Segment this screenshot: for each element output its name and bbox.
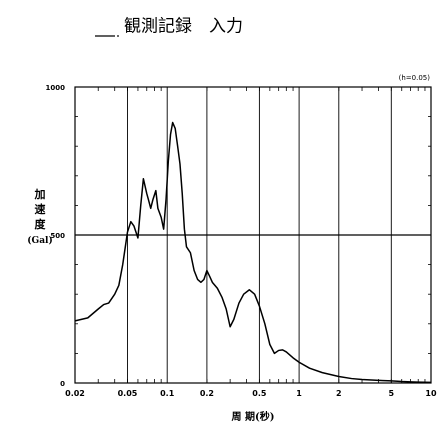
y-axis-label-char-2: 度: [35, 217, 47, 231]
legend-label: 観測記録 入力: [124, 17, 243, 37]
x-tick-label: 0.1: [160, 389, 175, 398]
minor-ticks: [75, 87, 431, 383]
legend: 観測記録 入力: [95, 17, 243, 37]
series: [74, 121, 432, 384]
y-tick-labels: 0 500 1000: [46, 84, 66, 388]
x-tick-label: 1: [296, 389, 302, 398]
x-tick-label: 5: [389, 389, 395, 398]
y-tick-label: 0: [60, 380, 65, 388]
grid-lines: [75, 87, 431, 383]
x-tick-label: 0.02: [65, 389, 85, 398]
y-axis-label: 加 速 度 (Gal): [27, 187, 52, 246]
y-axis-label-char-0: 加: [34, 187, 46, 201]
damping-annotation: (h=0.05): [399, 74, 431, 82]
y-axis-label-char-1: 速: [35, 202, 46, 216]
x-tick-label: 0.5: [252, 389, 267, 398]
x-tick-label: 10: [425, 389, 437, 398]
y-axis-label-unit: (Gal): [27, 235, 52, 246]
x-tick-labels: 0.02 0.05 0.1 0.2 0.5 1 2 5 10: [65, 389, 437, 398]
y-tick-label: 1000: [46, 84, 66, 92]
legend-dot: [117, 35, 119, 37]
x-tick-label: 2: [336, 389, 342, 398]
y-tick-label: 500: [50, 232, 65, 240]
x-axis-label: 周 期(秒): [232, 410, 275, 423]
x-tick-label: 0.2: [200, 389, 214, 398]
x-tick-label: 0.05: [118, 389, 138, 398]
series-line-0: [74, 121, 432, 384]
